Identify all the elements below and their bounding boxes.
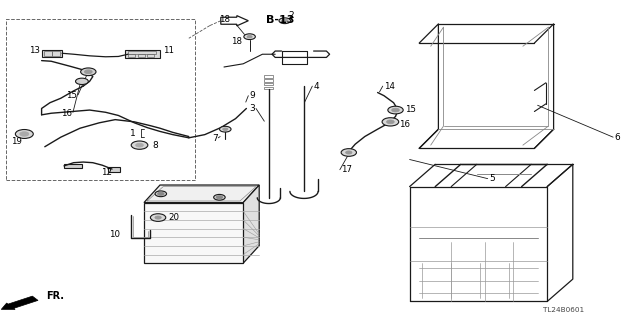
Bar: [164, 195, 175, 199]
Text: 15: 15: [405, 105, 416, 114]
Text: TL24B0601: TL24B0601: [543, 307, 584, 313]
Text: 11: 11: [163, 46, 174, 55]
Text: 5: 5: [490, 174, 495, 183]
Text: 19: 19: [11, 137, 21, 146]
Text: 10: 10: [109, 230, 120, 239]
Text: 13: 13: [29, 46, 40, 55]
Circle shape: [81, 68, 96, 76]
Text: FR.: FR.: [46, 291, 64, 301]
Text: 6: 6: [614, 133, 620, 142]
Bar: [125, 50, 160, 58]
Circle shape: [150, 214, 166, 221]
Polygon shape: [243, 185, 259, 263]
Circle shape: [244, 34, 255, 40]
Circle shape: [84, 70, 92, 74]
Circle shape: [76, 78, 88, 85]
Text: 2: 2: [288, 11, 294, 20]
Bar: [264, 83, 273, 85]
Text: 20: 20: [168, 213, 179, 222]
Text: 16: 16: [399, 120, 410, 129]
Circle shape: [388, 106, 403, 114]
Bar: [144, 203, 243, 263]
Bar: [264, 75, 273, 78]
Text: 15: 15: [66, 91, 77, 100]
Bar: [138, 54, 145, 57]
Bar: [52, 51, 60, 56]
Bar: [128, 51, 156, 54]
Text: 8: 8: [152, 141, 158, 150]
Circle shape: [136, 143, 143, 147]
Text: B-13: B-13: [266, 15, 294, 25]
Circle shape: [279, 18, 291, 24]
FancyArrow shape: [1, 296, 38, 309]
Bar: [264, 79, 273, 82]
Circle shape: [214, 195, 225, 200]
Circle shape: [223, 128, 228, 130]
Text: 3: 3: [249, 104, 255, 113]
Bar: [264, 87, 273, 89]
Circle shape: [131, 141, 148, 149]
Circle shape: [20, 132, 29, 136]
Text: 12: 12: [101, 168, 112, 177]
Bar: [44, 51, 52, 56]
Text: 1: 1: [130, 129, 136, 138]
FancyArrow shape: [221, 16, 248, 26]
Bar: [218, 195, 228, 199]
Circle shape: [382, 118, 399, 126]
Bar: [182, 195, 193, 199]
Text: 9: 9: [250, 91, 255, 100]
Circle shape: [247, 35, 252, 38]
Text: 16: 16: [61, 109, 72, 118]
Bar: [108, 167, 120, 172]
Circle shape: [15, 130, 33, 138]
Text: 4: 4: [314, 82, 319, 91]
Circle shape: [155, 191, 166, 197]
Circle shape: [157, 192, 164, 195]
Circle shape: [341, 149, 356, 156]
Bar: [128, 54, 135, 57]
Circle shape: [387, 120, 394, 124]
Circle shape: [155, 216, 161, 219]
Bar: [147, 54, 154, 57]
Circle shape: [220, 126, 231, 132]
Text: 7: 7: [212, 134, 218, 143]
Bar: [64, 164, 82, 168]
Circle shape: [346, 151, 352, 154]
Circle shape: [392, 108, 399, 112]
Bar: [6, 19, 195, 180]
Bar: [42, 50, 62, 57]
Circle shape: [282, 19, 288, 22]
Text: 18: 18: [231, 37, 242, 46]
Polygon shape: [144, 185, 259, 203]
Bar: [200, 195, 211, 199]
Text: 17: 17: [341, 165, 352, 174]
Text: 18: 18: [220, 15, 230, 24]
Text: 14: 14: [384, 82, 395, 91]
Circle shape: [216, 196, 223, 199]
